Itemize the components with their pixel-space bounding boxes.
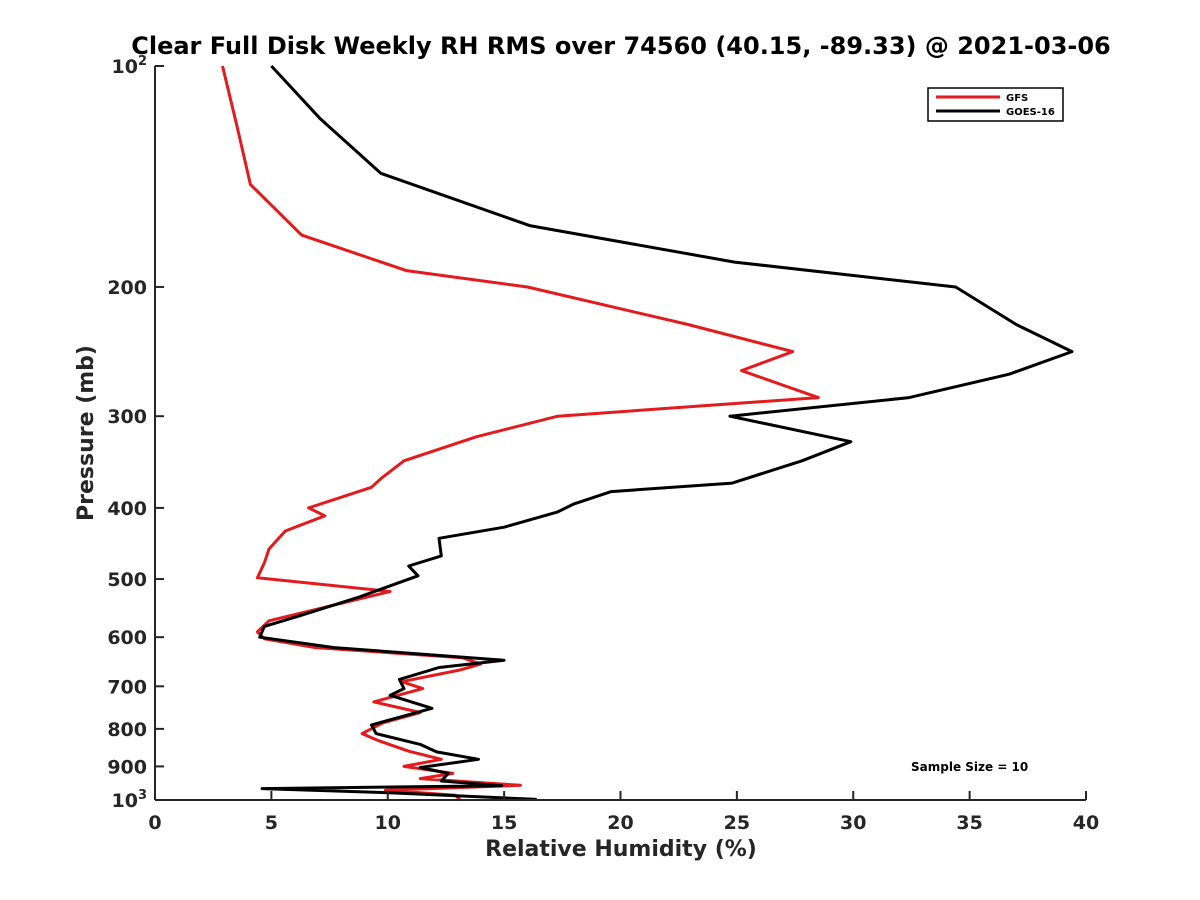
legend-entries: GFS GOES-16 bbox=[936, 93, 1055, 118]
x-tick-label: 30 bbox=[840, 812, 866, 834]
y-tick-label: 500 bbox=[107, 569, 147, 591]
y-ticks: 102 200 300 400 500 600 700 800 900 103 bbox=[107, 54, 164, 812]
y-tick-label: 102 bbox=[112, 54, 148, 78]
y-tick-label: 700 bbox=[107, 676, 147, 698]
legend-label-goes-16: GOES-16 bbox=[1006, 107, 1055, 118]
x-tick-label: 5 bbox=[265, 812, 278, 834]
y-tick-label: 103 bbox=[112, 788, 148, 812]
x-tick-label: 20 bbox=[607, 812, 633, 834]
y-tick-label: 300 bbox=[107, 406, 147, 428]
x-tick-label: 40 bbox=[1073, 812, 1099, 834]
legend-box bbox=[927, 87, 1064, 122]
sample-size-annotation: Sample Size = 10 bbox=[911, 760, 1028, 774]
x-tick-label: 0 bbox=[148, 812, 161, 834]
series-line-gfs bbox=[221, 65, 820, 801]
x-axis-label: Relative Humidity (%) bbox=[485, 837, 757, 862]
plot-area: 0 5 10 15 20 25 30 35 40 102 200 300 400 500 600 700 80… bbox=[107, 54, 1099, 834]
x-tick-label: 35 bbox=[956, 812, 982, 834]
y-tick-label: 600 bbox=[107, 627, 147, 649]
x-tick-label: 15 bbox=[491, 812, 517, 834]
x-ticks: 0 5 10 15 20 25 30 35 40 bbox=[148, 791, 1099, 834]
y-tick-label: 200 bbox=[107, 277, 147, 299]
series-layer bbox=[221, 64, 1074, 801]
y-axis-label: Pressure (mb) bbox=[74, 345, 99, 521]
y-tick-label: 900 bbox=[107, 756, 147, 778]
legend: GFS GOES-16 bbox=[927, 87, 1064, 122]
legend-label-gfs: GFS bbox=[1006, 93, 1028, 104]
x-tick-label: 10 bbox=[375, 812, 401, 834]
series-line-goes-16 bbox=[258, 64, 1074, 801]
x-tick-label: 25 bbox=[724, 812, 750, 834]
chart-title: Clear Full Disk Weekly RH RMS over 74560… bbox=[131, 32, 1111, 60]
y-tick-label: 800 bbox=[107, 719, 147, 741]
y-tick-label: 400 bbox=[107, 498, 147, 520]
